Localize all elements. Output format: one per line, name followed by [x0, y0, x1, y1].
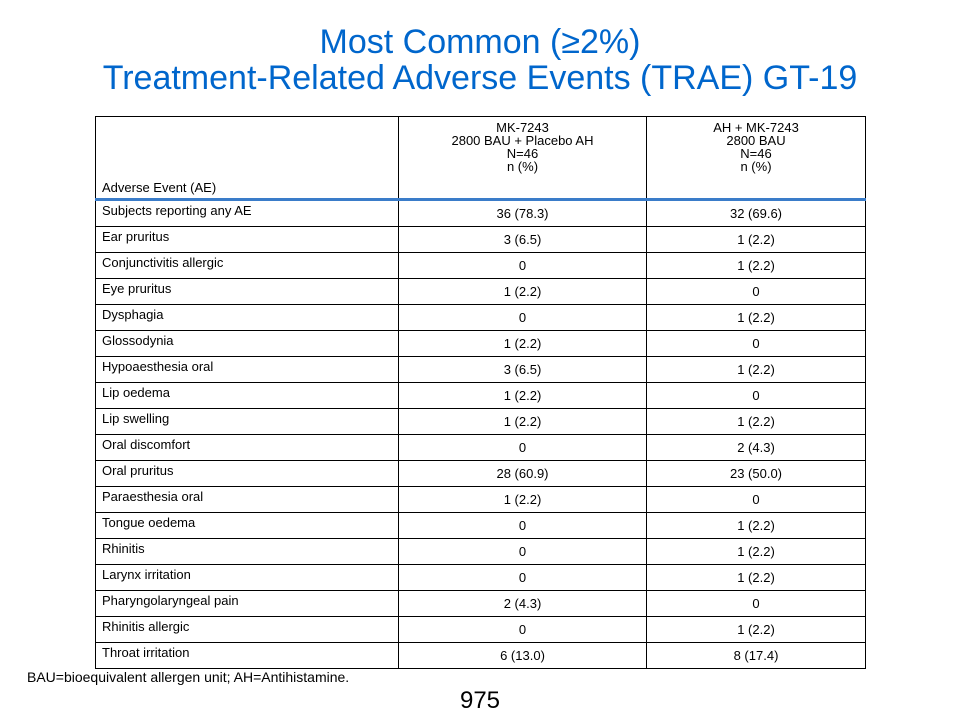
group1-value: 3 (6.5) [398, 356, 647, 383]
group2-header-line: n (%) [740, 159, 772, 174]
group1-value: 0 [398, 434, 647, 461]
group2-value: 23 (50.0) [646, 460, 866, 487]
table-row: Rhinitis allergic 0 1 (2.2) [95, 616, 866, 643]
group1-value: 0 [398, 564, 647, 591]
group1-value: 0 [398, 304, 647, 331]
table-row: Glossodynia 1 (2.2) 0 [95, 330, 866, 357]
title-line-2: Treatment-Related Adverse Events (TRAE) … [102, 59, 858, 97]
group1-value: 1 (2.2) [398, 382, 647, 409]
adverse-event-name: Glossodynia [95, 330, 399, 357]
group1-value: 1 (2.2) [398, 278, 647, 305]
table-row: Larynx irritation 0 1 (2.2) [95, 564, 866, 591]
adverse-event-name: Ear pruritus [95, 226, 399, 253]
group2-value: 1 (2.2) [646, 564, 866, 591]
group2-value: 1 (2.2) [646, 226, 866, 253]
adverse-event-name: Tongue oedema [95, 512, 399, 539]
table-row: Throat irritation 6 (13.0) 8 (17.4) [95, 642, 866, 669]
table-row: Hypoaesthesia oral 3 (6.5) 1 (2.2) [95, 356, 866, 383]
group1-value: 0 [398, 512, 647, 539]
group2-value: 1 (2.2) [646, 616, 866, 643]
adverse-events-table: Adverse Event (AE) MK-7243 2800 BAU + Pl… [95, 116, 866, 669]
group2-value: 32 (69.6) [646, 199, 866, 227]
table-row: Eye pruritus 1 (2.2) 0 [95, 278, 866, 305]
group2-value: 0 [646, 382, 866, 409]
table-row: Pharyngolaryngeal pain 2 (4.3) 0 [95, 590, 866, 617]
table-row: Paraesthesia oral 1 (2.2) 0 [95, 486, 866, 513]
adverse-event-name: Conjunctivitis allergic [95, 252, 399, 279]
table-row: Lip swelling 1 (2.2) 1 (2.2) [95, 408, 866, 435]
group2-value: 1 (2.2) [646, 304, 866, 331]
group2-value: 0 [646, 590, 866, 617]
group2-header-line: 2800 BAU [726, 133, 786, 148]
column-header-ae: Adverse Event (AE) [95, 116, 399, 201]
table-row: Subjects reporting any AE 36 (78.3) 32 (69… [95, 199, 866, 227]
group2-value: 1 (2.2) [646, 538, 866, 565]
group1-value: 6 (13.0) [398, 642, 647, 669]
group2-value: 1 (2.2) [646, 408, 866, 435]
adverse-event-name: Eye pruritus [95, 278, 399, 305]
slide-title: Most Common (≥2%) Treatment-Related Adve… [0, 24, 960, 96]
adverse-event-name: Rhinitis allergic [95, 616, 399, 643]
adverse-event-name: Pharyngolaryngeal pain [95, 590, 399, 617]
group1-value: 0 [398, 616, 647, 643]
group1-header-line: 2800 BAU + Placebo AH [451, 133, 594, 148]
table-row: Lip oedema 1 (2.2) 0 [95, 382, 866, 409]
group1-value: 28 (60.9) [398, 460, 647, 487]
group2-value: 0 [646, 330, 866, 357]
adverse-event-name: Oral pruritus [95, 460, 399, 487]
table-row: Oral pruritus 28 (60.9) 23 (50.0) [95, 460, 866, 487]
column-header-group1: MK-7243 2800 BAU + Placebo AH N=46 n (%) [398, 116, 647, 201]
group2-value: 8 (17.4) [646, 642, 866, 669]
table-row: Dysphagia 0 1 (2.2) [95, 304, 866, 331]
adverse-event-name: Hypoaesthesia oral [95, 356, 399, 383]
group2-value: 2 (4.3) [646, 434, 866, 461]
group2-value: 1 (2.2) [646, 252, 866, 279]
table-body: Subjects reporting any AE 36 (78.3) 32 (69… [95, 199, 866, 669]
group1-value: 0 [398, 252, 647, 279]
adverse-event-name: Lip swelling [95, 408, 399, 435]
header-row: Adverse Event (AE) MK-7243 2800 BAU + Pl… [95, 116, 866, 201]
group1-value: 0 [398, 538, 647, 565]
adverse-event-name: Rhinitis [95, 538, 399, 565]
group2-value: 1 (2.2) [646, 356, 866, 383]
table-row: Ear pruritus 3 (6.5) 1 (2.2) [95, 226, 866, 253]
adverse-event-name: Throat irritation [95, 642, 399, 669]
table-row: Oral discomfort 0 2 (4.3) [95, 434, 866, 461]
group1-value: 2 (4.3) [398, 590, 647, 617]
group2-value: 0 [646, 278, 866, 305]
adverse-event-name: Paraesthesia oral [95, 486, 399, 513]
adverse-event-name: Oral discomfort [95, 434, 399, 461]
adverse-event-name: Lip oedema [95, 382, 399, 409]
footnote: BAU=bioequivalent allergen unit; AH=Anti… [27, 669, 350, 685]
group1-value: 1 (2.2) [398, 486, 647, 513]
adverse-event-name: Larynx irritation [95, 564, 399, 591]
group1-value: 1 (2.2) [398, 408, 647, 435]
group1-header-line: N=46 [506, 146, 539, 161]
group1-value: 1 (2.2) [398, 330, 647, 357]
table-header: Adverse Event (AE) MK-7243 2800 BAU + Pl… [95, 116, 866, 201]
column-header-group2: AH + MK-7243 2800 BAU N=46 n (%) [646, 116, 866, 201]
page-number: 975 [459, 687, 501, 714]
group1-header-line: n (%) [506, 159, 539, 174]
group2-header-line: AH + MK-7243 [713, 120, 799, 135]
table-row: Tongue oedema 0 1 (2.2) [95, 512, 866, 539]
adverse-event-name: Dysphagia [95, 304, 399, 331]
title-line-1: Most Common (≥2%) [319, 23, 641, 61]
group1-header-line: MK-7243 [496, 120, 549, 135]
group2-value: 1 (2.2) [646, 512, 866, 539]
table-row: Rhinitis 0 1 (2.2) [95, 538, 866, 565]
table-row: Conjunctivitis allergic 0 1 (2.2) [95, 252, 866, 279]
group2-value: 0 [646, 486, 866, 513]
group1-value: 36 (78.3) [398, 199, 647, 227]
group1-value: 3 (6.5) [398, 226, 647, 253]
adverse-event-name: Subjects reporting any AE [95, 199, 399, 227]
group2-header-line: N=46 [740, 146, 772, 161]
